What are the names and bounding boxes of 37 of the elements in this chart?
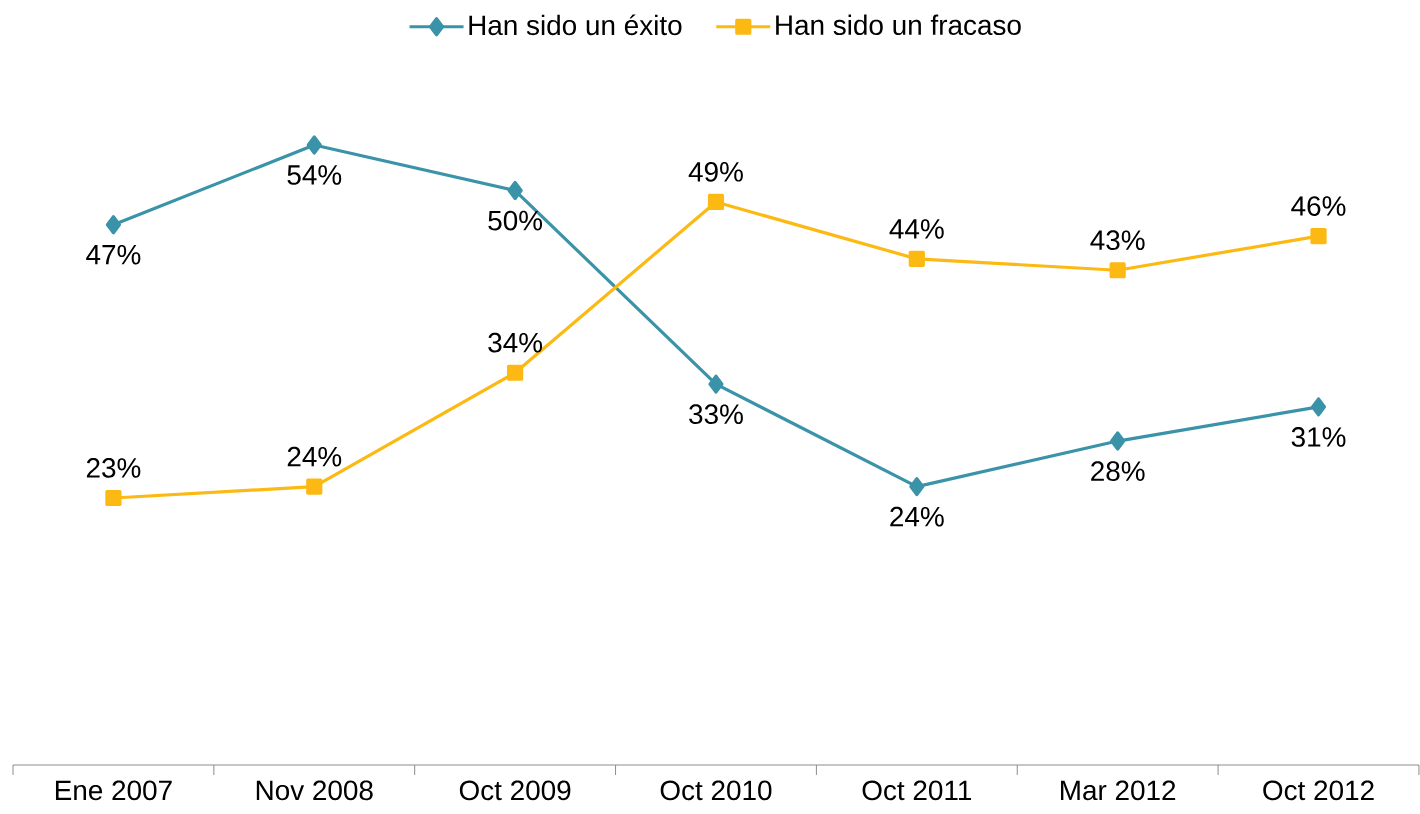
- point: [507, 180, 523, 201]
- legend-label: Han sido un éxito: [469, 14, 682, 36]
- data-label: 23%: [86, 458, 141, 478]
- x-tick-label: Nov 2008: [256, 780, 373, 801]
- point: [909, 477, 925, 497]
- x-tick-label: Mar 2012: [1061, 780, 1176, 801]
- point: [105, 215, 122, 235]
- data-label: 24%: [287, 446, 342, 467]
- data-label: 47%: [86, 244, 141, 265]
- data-label: 34%: [488, 332, 543, 353]
- data-label: 54%: [287, 165, 342, 185]
- data-label: 31%: [1291, 427, 1346, 447]
- point: [306, 135, 322, 155]
- point: [707, 193, 725, 211]
- point: [1310, 397, 1327, 417]
- point: [105, 489, 122, 507]
- x-tick-label: Oct 2011: [862, 780, 972, 801]
- data-label: 49%: [688, 161, 743, 182]
- x-tick-label: Oct 2012: [1263, 780, 1374, 801]
- legend-label: Han sido un fracaso: [776, 14, 1021, 36]
- data-label: 50%: [488, 210, 543, 231]
- data-label: 43%: [1090, 230, 1145, 251]
- point: [708, 374, 724, 394]
- x-tick-label: Oct 2010: [660, 780, 772, 801]
- point: [306, 478, 323, 495]
- point: [1310, 227, 1327, 245]
- point: [1110, 431, 1126, 451]
- point: [908, 250, 925, 267]
- point: [507, 364, 524, 381]
- data-label: 46%: [1291, 196, 1346, 216]
- data-label: 44%: [889, 219, 944, 239]
- x-tick-label: Oct 2009: [459, 780, 571, 801]
- data-label: 24%: [890, 506, 944, 527]
- data-label: 28%: [1091, 461, 1145, 482]
- point: [1109, 262, 1126, 279]
- data-label: 33%: [689, 404, 743, 425]
- x-tick-label: Ene 2007: [55, 780, 172, 801]
